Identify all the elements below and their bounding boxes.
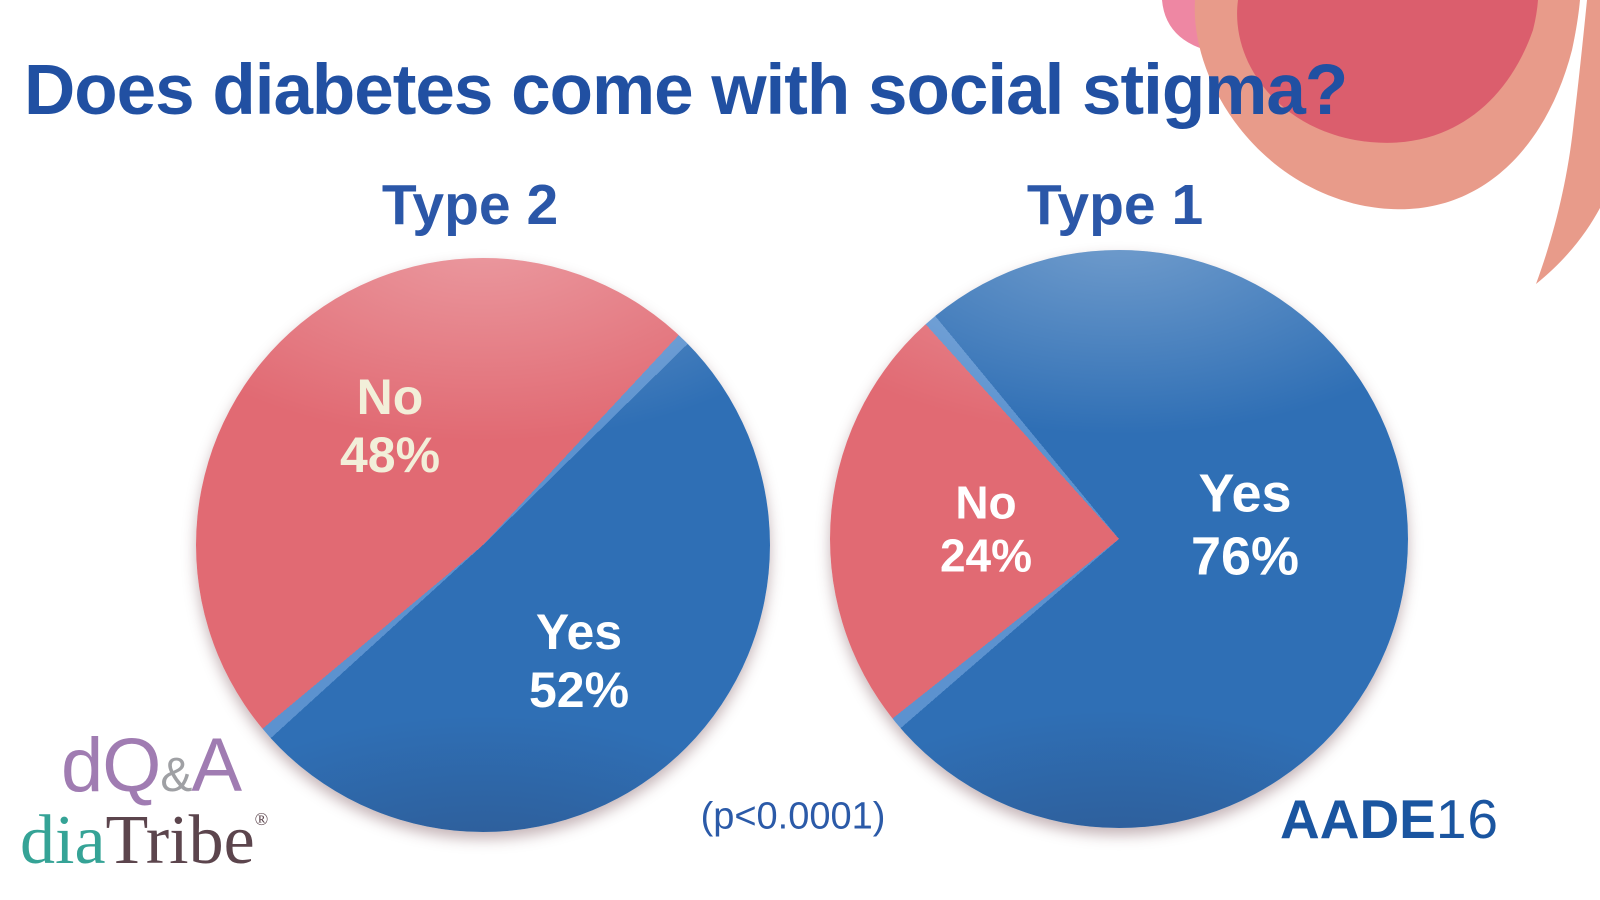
diatribe-tribe: Tribe	[105, 802, 255, 879]
slice-name: No	[955, 476, 1017, 529]
slice-label-type2-no: No 48%	[340, 368, 440, 484]
dqa-logo-text: dQ&A	[20, 728, 282, 804]
aade-year: 16	[1435, 788, 1500, 850]
swoosh-red-blob	[1237, 0, 1538, 143]
slice-percent: 48%	[339, 427, 441, 483]
pie-chart-type2: No 48% Yes 52%	[196, 258, 770, 832]
slide-title: Does diabetes come with social stigma?	[24, 51, 1348, 130]
slice-percent: 52%	[528, 662, 630, 718]
pie-chart-type1: No 24% Yes 76%	[830, 250, 1408, 828]
chart-title-type2: Type 2	[381, 173, 559, 237]
slice-name: No	[356, 369, 424, 425]
slice-label-type1-no: No 24%	[940, 477, 1032, 584]
slice-name: Yes	[535, 604, 623, 660]
dqa-diatribe-logo: dQ&A diaTribe®	[20, 728, 282, 876]
slice-percent: 76%	[1190, 526, 1300, 586]
swoosh-salmon-ribbon	[1536, 0, 1600, 284]
corner-swoosh-decoration	[1162, 0, 1600, 284]
slice-name: Yes	[1198, 463, 1292, 524]
diatribe-logo-text: diaTribe®	[20, 806, 282, 876]
aade-name: AADE	[1280, 788, 1436, 850]
slice-label-type1-yes: Yes 76%	[1191, 462, 1299, 587]
dqa-ampersand: &	[160, 749, 192, 802]
slice-label-type2-yes: Yes 52%	[529, 603, 629, 719]
p-value-note: (p<0.0001)	[700, 795, 886, 838]
registered-mark-icon: ®	[254, 809, 269, 829]
chart-title-type1: Type 1	[1026, 173, 1204, 237]
slice-percent: 24%	[939, 530, 1033, 582]
aade16-logo: AADE16	[1280, 787, 1499, 851]
dqa-letters: dQ	[60, 723, 161, 808]
diatribe-dia: dia	[20, 802, 106, 879]
dqa-letter-a: A	[191, 723, 242, 808]
